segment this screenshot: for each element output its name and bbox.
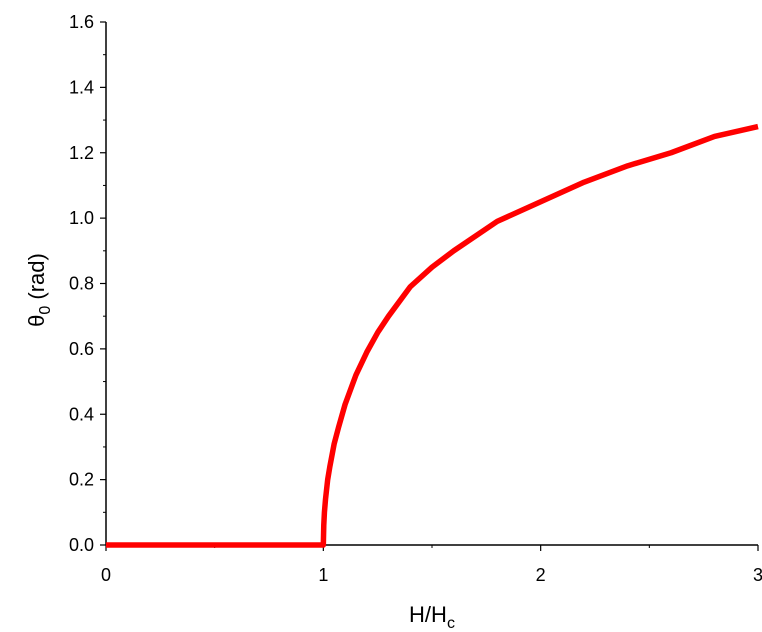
y-tick-label: 1.4 [69,77,94,97]
x-tick-label: 1 [318,565,328,585]
x-tick-label: 2 [536,565,546,585]
y-tick-label: 0.0 [69,535,94,555]
y-tick-label: 0.2 [69,470,94,490]
plot-area [106,123,759,548]
series-line [106,123,759,548]
x-tick-label: 3 [753,565,762,585]
y-tick-label: 0.8 [69,274,94,294]
y-tick-label: 1.2 [69,143,94,163]
y-tick-label: 1.6 [69,12,94,32]
y-axis-title: θ0 (rad) [24,253,54,327]
x-tick-label: 0 [101,565,111,585]
y-tick-label: 1.0 [69,208,94,228]
axes: 0.0 0.2 0.4 0.6 0.8 1.0 1.2 1.4 1.6 0 1 2 3 [69,12,762,585]
x-axis-title: H/Hc [409,602,455,632]
y-tick-label: 0.4 [69,404,94,424]
y-tick-label: 0.6 [69,339,94,359]
